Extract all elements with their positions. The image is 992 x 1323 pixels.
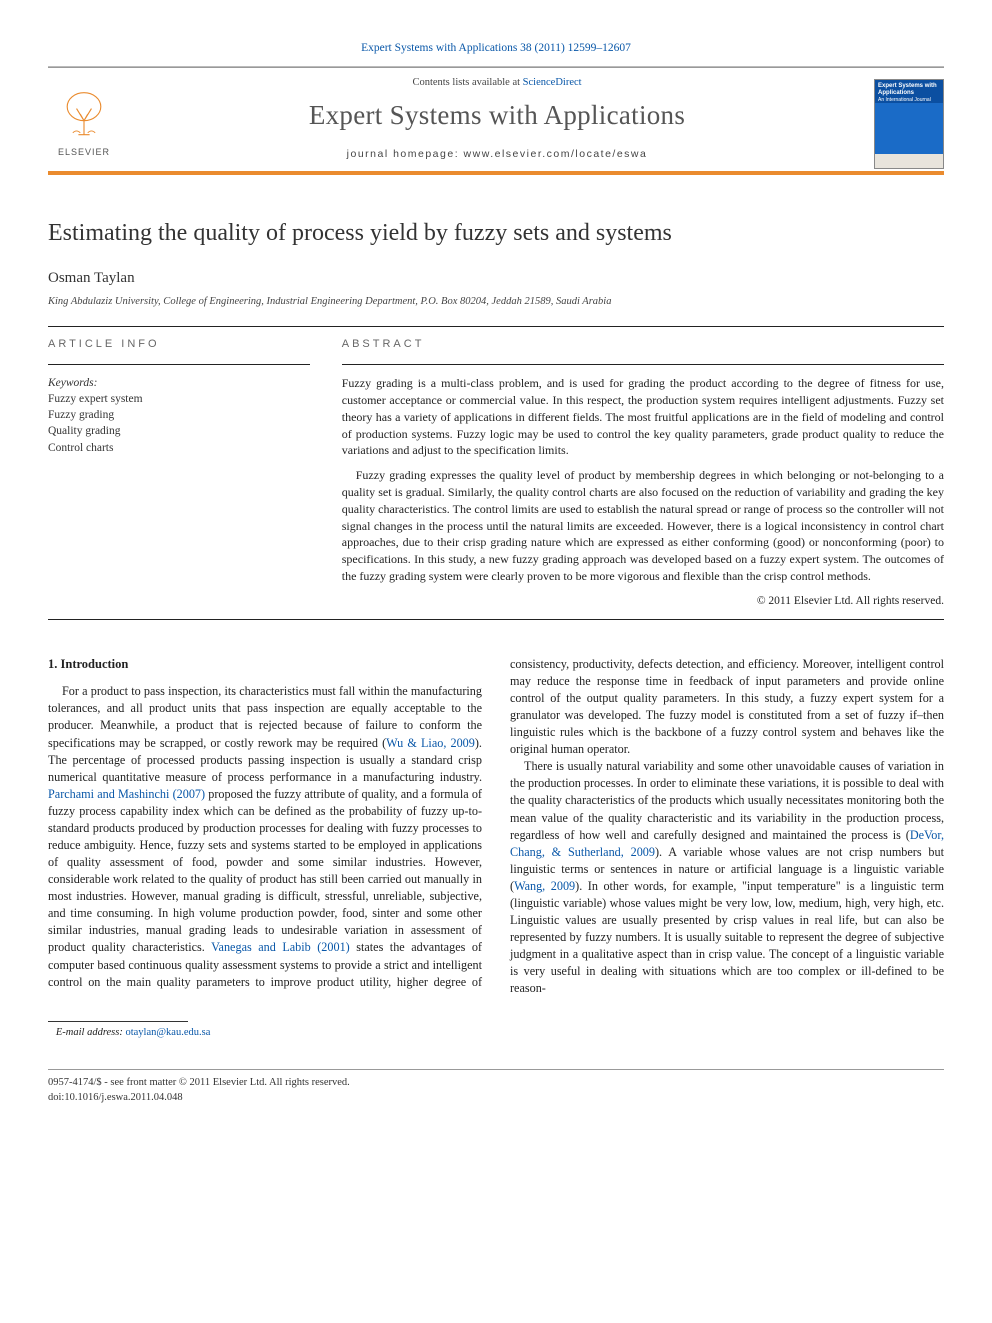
journal-homepage: journal homepage: www.elsevier.com/locat… bbox=[136, 147, 858, 162]
keyword-item: Control charts bbox=[48, 440, 310, 456]
homepage-url[interactable]: www.elsevier.com/locate/eswa bbox=[464, 148, 648, 160]
contents-available: Contents lists available at ScienceDirec… bbox=[136, 76, 858, 91]
abstract-paragraph: Fuzzy grading expresses the quality leve… bbox=[342, 467, 944, 585]
journal-title: Expert Systems with Applications bbox=[136, 97, 858, 135]
sciencedirect-link[interactable]: ScienceDirect bbox=[523, 77, 582, 88]
text-run: proposed the fuzzy attribute of quality,… bbox=[48, 787, 482, 955]
masthead: ELSEVIER Contents lists available at Sci… bbox=[48, 67, 944, 175]
contents-prefix: Contents lists available at bbox=[412, 77, 522, 88]
footer-copyright: 0957-4174/$ - see front matter © 2011 El… bbox=[48, 1076, 944, 1091]
keywords-list: Fuzzy expert system Fuzzy grading Qualit… bbox=[48, 391, 310, 455]
section-heading: 1. Introduction bbox=[48, 656, 482, 674]
author-name[interactable]: Osman Taylan bbox=[48, 268, 944, 289]
abstract-paragraph: Fuzzy grading is a multi-class problem, … bbox=[342, 375, 944, 459]
divider bbox=[48, 364, 310, 365]
body-columns: 1. Introduction For a product to pass in… bbox=[48, 656, 944, 998]
publisher-name: ELSEVIER bbox=[58, 146, 110, 159]
page-footer: 0957-4174/$ - see front matter © 2011 El… bbox=[48, 1069, 944, 1105]
copyright-line: © 2011 Elsevier Ltd. All rights reserved… bbox=[342, 593, 944, 609]
cover-title: Expert Systems with Applications bbox=[878, 83, 940, 97]
abstract-heading: ABSTRACT bbox=[342, 337, 944, 352]
abstract-body: Fuzzy grading is a multi-class problem, … bbox=[342, 375, 944, 585]
citation-link[interactable]: Parchami and Mashinchi (2007) bbox=[48, 787, 205, 801]
footnote-rule bbox=[48, 1021, 188, 1022]
footer-doi: doi:10.1016/j.eswa.2011.04.048 bbox=[48, 1091, 944, 1106]
keyword-item: Quality grading bbox=[48, 423, 310, 439]
keyword-item: Fuzzy expert system bbox=[48, 391, 310, 407]
cover-subtitle: An International Journal bbox=[878, 98, 940, 104]
email-label: E-mail address: bbox=[56, 1027, 123, 1038]
elsevier-tree-icon bbox=[56, 88, 112, 144]
publisher-logo: ELSEVIER bbox=[48, 84, 120, 164]
citation-header: Expert Systems with Applications 38 (201… bbox=[48, 40, 944, 56]
journal-cover-thumbnail: Expert Systems with Applications An Inte… bbox=[874, 79, 944, 169]
homepage-prefix: journal homepage: bbox=[347, 148, 464, 160]
text-run: There is usually natural variability and… bbox=[510, 759, 944, 841]
keyword-item: Fuzzy grading bbox=[48, 407, 310, 423]
divider bbox=[342, 364, 944, 365]
text-run: ). In other words, for example, "input t… bbox=[510, 879, 944, 995]
article-title: Estimating the quality of process yield … bbox=[48, 219, 944, 248]
author-affiliation: King Abdulaziz University, College of En… bbox=[48, 295, 944, 310]
citation-link[interactable]: Wang, 2009 bbox=[514, 879, 575, 893]
body-paragraph: There is usually natural variability and… bbox=[510, 758, 944, 997]
article-info-heading: ARTICLE INFO bbox=[48, 337, 310, 352]
keywords-label: Keywords: bbox=[48, 375, 310, 391]
author-email-link[interactable]: otaylan@kau.edu.sa bbox=[125, 1027, 210, 1038]
footnote-email: E-mail address: otaylan@kau.edu.sa bbox=[48, 1026, 944, 1041]
citation-link[interactable]: Wu & Liao, 2009 bbox=[386, 736, 475, 750]
citation-link[interactable]: Vanegas and Labib (2001) bbox=[211, 940, 350, 954]
